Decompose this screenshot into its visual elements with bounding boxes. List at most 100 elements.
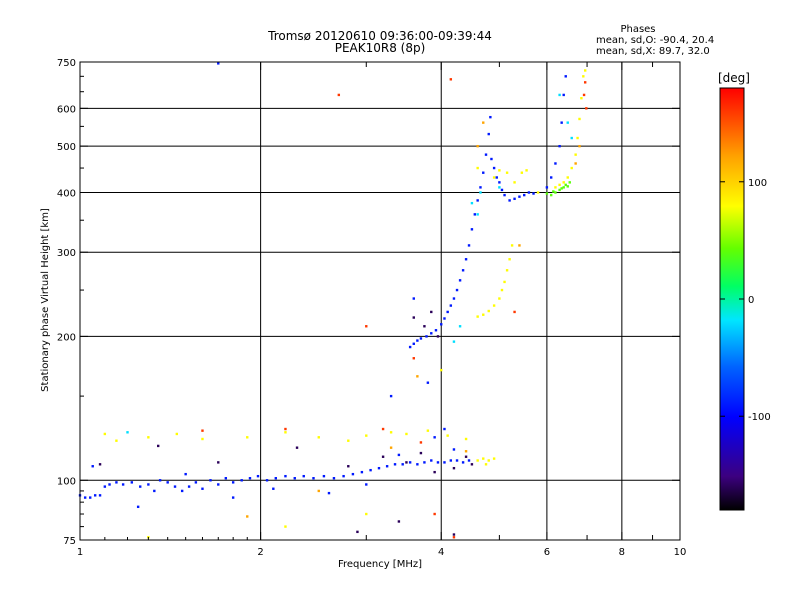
data-point	[430, 459, 433, 462]
data-point	[452, 533, 456, 536]
data-point	[554, 186, 557, 189]
data-point	[560, 121, 563, 124]
data-point	[381, 427, 385, 431]
data-point	[405, 461, 408, 464]
data-point	[503, 280, 506, 284]
data-point	[476, 213, 479, 216]
data-point	[560, 187, 563, 190]
data-point	[412, 316, 415, 319]
data-point	[487, 132, 490, 136]
data-point	[265, 479, 269, 482]
data-point	[476, 144, 479, 148]
data-point	[443, 461, 446, 464]
data-point	[393, 463, 397, 466]
data-point	[580, 96, 583, 100]
data-point	[351, 472, 355, 476]
data-point	[552, 190, 555, 193]
y-tick-label: 400	[57, 188, 76, 199]
data-point	[115, 439, 118, 442]
data-point	[484, 153, 488, 156]
data-point	[446, 434, 449, 437]
data-point	[98, 463, 102, 466]
data-point	[452, 466, 456, 470]
data-point	[180, 489, 184, 493]
data-point	[500, 188, 504, 192]
data-point	[365, 483, 368, 486]
data-point	[498, 297, 501, 300]
data-point	[476, 315, 479, 318]
x-tick-label: 4	[438, 547, 444, 558]
data-point	[416, 375, 419, 378]
data-point	[412, 357, 415, 360]
data-point	[405, 432, 408, 436]
data-point	[108, 483, 111, 486]
data-point	[455, 459, 459, 462]
data-point	[452, 448, 456, 451]
data-point	[389, 394, 393, 398]
data-point	[217, 461, 220, 464]
y-tick-label: 500	[57, 142, 76, 153]
data-point	[224, 477, 228, 480]
data-point	[549, 176, 553, 179]
data-point	[446, 310, 449, 314]
data-point	[98, 494, 102, 497]
data-point	[523, 193, 526, 197]
data-point	[377, 466, 381, 470]
data-point	[443, 317, 446, 320]
data-point	[562, 181, 565, 184]
data-point	[302, 474, 305, 478]
data-point	[121, 483, 125, 486]
data-point	[558, 144, 561, 148]
data-point	[397, 453, 401, 457]
data-point	[510, 244, 514, 247]
data-point	[461, 269, 465, 272]
colorbar-tick-label: 100	[748, 178, 767, 189]
data-point	[426, 381, 430, 384]
data-point	[487, 309, 490, 313]
data-point	[153, 489, 156, 493]
data-point	[136, 505, 140, 509]
data-point	[464, 450, 468, 453]
data-point	[89, 496, 92, 499]
data-point	[433, 436, 436, 439]
data-point	[184, 472, 187, 476]
data-point	[583, 69, 587, 72]
data-point	[470, 463, 474, 466]
data-point	[452, 297, 456, 300]
x-tick-label: 1	[77, 547, 83, 558]
data-point	[487, 459, 490, 462]
data-point	[389, 431, 393, 434]
data-point	[503, 193, 506, 197]
data-point	[505, 171, 509, 174]
data-point	[464, 437, 468, 441]
data-point	[365, 434, 368, 437]
data-point	[458, 279, 462, 282]
data-point	[578, 144, 581, 148]
data-point	[570, 136, 573, 140]
data-point	[423, 325, 426, 328]
x-tick-label: 10	[674, 547, 687, 558]
data-point	[412, 297, 415, 300]
data-point	[452, 536, 456, 539]
data-point	[495, 176, 498, 179]
data-point	[158, 479, 162, 482]
y-tick-label: 300	[57, 248, 76, 259]
data-point	[175, 432, 179, 436]
y-tick-label: 100	[57, 476, 76, 487]
data-point	[482, 121, 485, 124]
data-point	[293, 477, 296, 480]
data-point	[492, 457, 496, 460]
data-point	[482, 171, 485, 174]
data-point	[173, 485, 177, 488]
data-point	[473, 213, 477, 216]
data-point	[342, 474, 345, 478]
data-point	[93, 494, 97, 497]
data-points-layer	[78, 62, 588, 539]
data-point	[484, 463, 488, 466]
data-point	[518, 195, 521, 198]
y-tick-label: 75	[63, 536, 76, 547]
data-point	[408, 461, 412, 464]
stats-heading: Phases	[620, 24, 655, 35]
data-point	[554, 191, 557, 194]
